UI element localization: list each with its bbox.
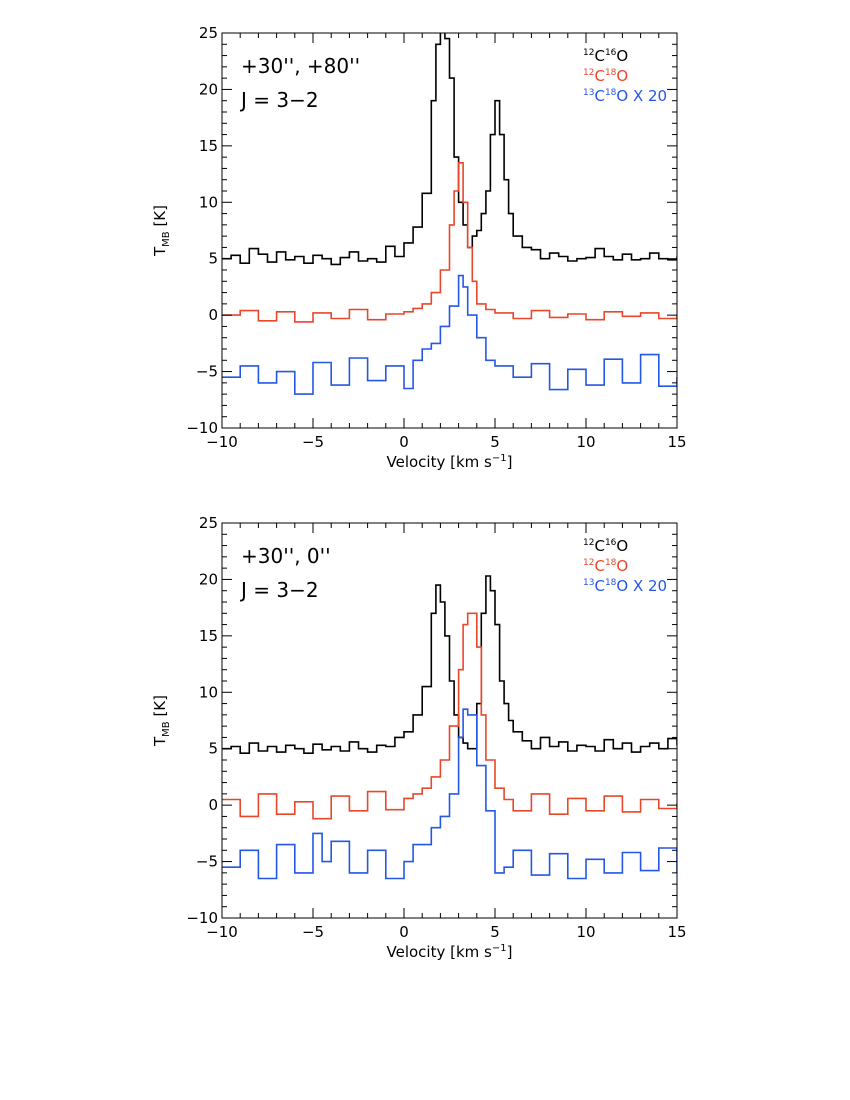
x-axis-label: Velocity [km s−1] — [387, 453, 513, 471]
x-tick-label: 15 — [667, 923, 686, 941]
legend-sup: 18 — [605, 578, 617, 588]
x-axis-label-tail: ] — [507, 453, 513, 471]
legend-sup: 12 — [583, 558, 594, 568]
y-tick-label: −10 — [186, 419, 218, 437]
chart-panel-2: −10 −5 0 5 10 15 −10 −5 0 5 10 15 20 25 Velocity [km s… — [151, 514, 687, 961]
y-tick-label: 25 — [199, 24, 218, 42]
legend-element: O — [616, 537, 628, 555]
y-tick-label: 5 — [208, 250, 218, 268]
panel-annotation: J = 3−2 — [239, 88, 319, 112]
y-tick-label: 0 — [208, 796, 218, 814]
legend-sup: 12 — [583, 68, 594, 78]
y-axis-label: TMB [K] — [151, 205, 172, 257]
panel-annotation: J = 3−2 — [239, 578, 319, 602]
legend-sup: 16 — [605, 48, 617, 58]
x-tick-label: −10 — [206, 923, 238, 941]
legend-sup: 13 — [583, 88, 594, 98]
y-axis-label-tail: [K] — [151, 695, 169, 721]
legend-element: C — [594, 67, 604, 85]
series-line-12c18o — [222, 162, 677, 323]
legend-element: O — [616, 87, 628, 105]
x-tick-label: 5 — [490, 433, 500, 451]
series-line-13c18o-x-20 — [222, 708, 677, 880]
y-tick-label: 20 — [199, 80, 218, 98]
legend-element: O — [616, 67, 628, 85]
series-line-13c18o-x-20 — [222, 274, 677, 395]
legend-element: C — [594, 537, 604, 555]
legend-scale: X 20 — [628, 87, 667, 105]
x-axis-label-sup: −1 — [492, 943, 507, 954]
x-tick-label: 10 — [576, 923, 595, 941]
legend-sup: 18 — [605, 68, 617, 78]
legend-entry: 12C16O — [583, 537, 628, 555]
legend-sup: 16 — [605, 538, 617, 548]
y-tick-label: 25 — [199, 514, 218, 532]
x-axis-label-sup: −1 — [492, 453, 507, 464]
y-tick-label: 15 — [199, 137, 218, 155]
y-tick-label: −5 — [196, 853, 218, 871]
legend-sup: 13 — [583, 578, 594, 588]
legend-entry: 12C18O — [583, 67, 628, 85]
legend-entry: 12C18O — [583, 557, 628, 575]
legend-entry: 13C18O X 20 — [583, 577, 667, 595]
y-axis-label-sub: MB — [161, 721, 172, 737]
x-tick-label: 0 — [399, 433, 409, 451]
y-tick-label: 20 — [199, 570, 218, 588]
legend-element: O — [616, 47, 628, 65]
y-axis-label-tail: [K] — [151, 205, 169, 231]
x-tick-label: −10 — [206, 433, 238, 451]
x-tick-label: −5 — [302, 433, 324, 451]
legend-sup: 12 — [583, 48, 594, 58]
legend-element: O — [616, 557, 628, 575]
x-axis-label: Velocity [km s−1] — [387, 943, 513, 961]
y-axis-label-sub: MB — [161, 231, 172, 247]
x-axis-label-main: Velocity [km s — [387, 453, 493, 471]
plot-frame — [221, 522, 678, 919]
legend-sup: 18 — [605, 558, 617, 568]
legend-sup: 18 — [605, 88, 617, 98]
legend-element: C — [594, 87, 604, 105]
x-tick-label: −5 — [302, 923, 324, 941]
legend-element: O — [616, 577, 628, 595]
y-tick-label: −5 — [196, 363, 218, 381]
y-axis-label-main: T — [151, 246, 169, 257]
panel-annotation: +30'', +80'' — [241, 54, 360, 78]
legend-element: C — [594, 577, 604, 595]
plot-frame — [221, 32, 678, 429]
legend-sup: 12 — [583, 538, 594, 548]
x-axis-label-tail: ] — [507, 943, 513, 961]
y-axis-label-main: T — [151, 736, 169, 747]
x-axis-label-main: Velocity [km s — [387, 943, 493, 961]
legend-element: C — [594, 557, 604, 575]
y-tick-label: 5 — [208, 740, 218, 758]
panel-annotation: +30'', 0'' — [241, 544, 331, 568]
y-tick-label: −10 — [186, 909, 218, 927]
x-tick-label: 5 — [490, 923, 500, 941]
legend-scale: X 20 — [628, 577, 667, 595]
y-tick-label: 15 — [199, 627, 218, 645]
y-tick-label: 10 — [199, 193, 218, 211]
legend-entry: 12C16O — [583, 47, 628, 65]
legend-entry: 13C18O X 20 — [583, 87, 667, 105]
chart-panel-1: −10 −5 0 5 10 15 −10 −5 0 5 10 15 20 25 Velocity [km s… — [151, 24, 687, 471]
x-tick-label: 15 — [667, 433, 686, 451]
x-tick-label: 0 — [399, 923, 409, 941]
y-axis-label: TMB [K] — [151, 695, 172, 747]
x-tick-label: 10 — [576, 433, 595, 451]
y-tick-label: 10 — [199, 683, 218, 701]
y-tick-label: 0 — [208, 306, 218, 324]
series-line-12c18o — [222, 612, 677, 820]
legend-element: C — [594, 47, 604, 65]
